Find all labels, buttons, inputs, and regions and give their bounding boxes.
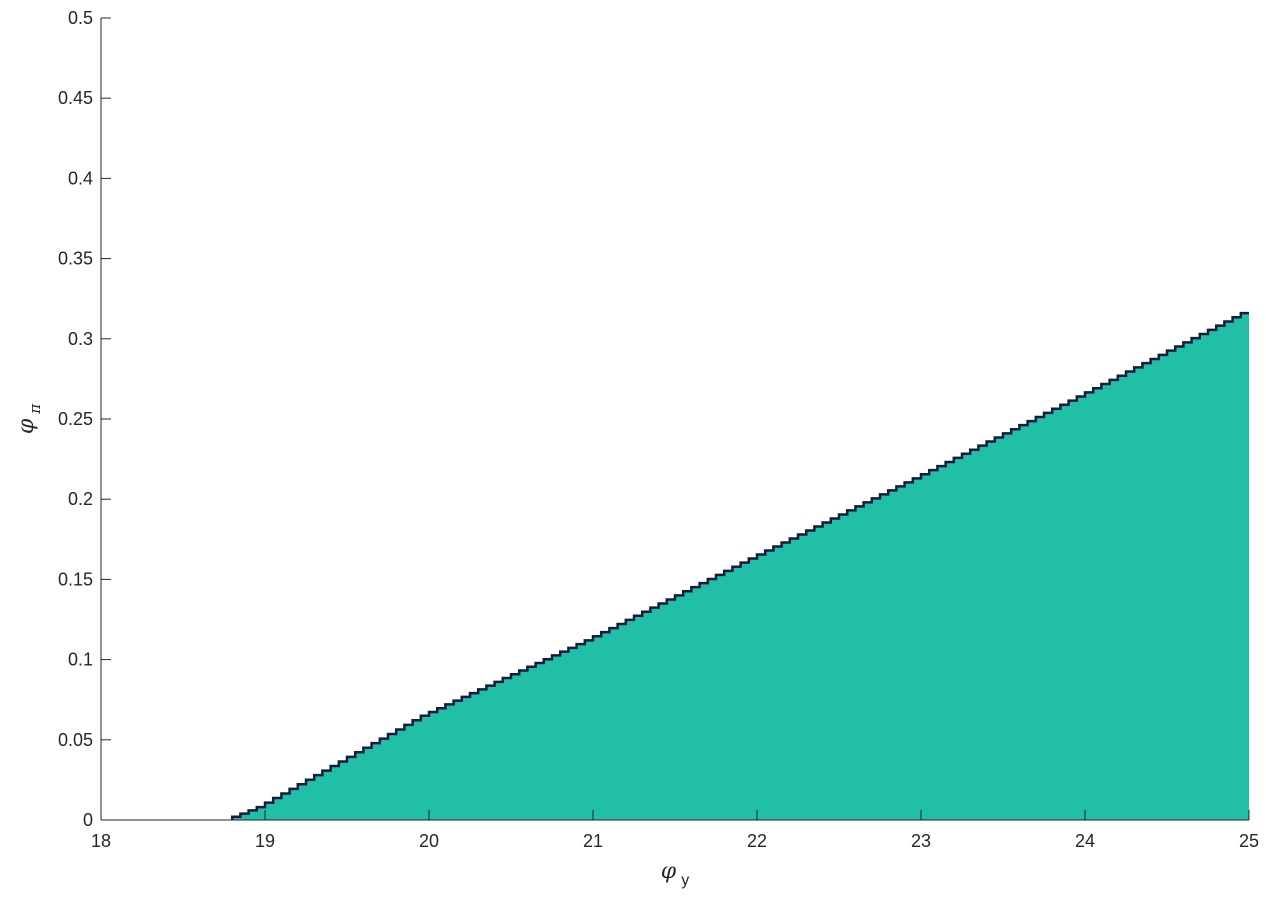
x-axis-label-subscript: y	[681, 872, 689, 889]
x-tick-label: 25	[1239, 831, 1259, 851]
y-tick-label: 0.3	[68, 329, 93, 349]
x-tick-label: 18	[91, 831, 111, 851]
y-tick-label: 0.2	[68, 489, 93, 509]
y-axis-ticks: 0 0.05 0.1 0.15 0.2 0.25 0.3 0.35 0.4 0.45 0.5	[58, 8, 111, 830]
x-tick-label: 21	[583, 831, 603, 851]
y-axis-label-symbol: φ	[14, 418, 39, 434]
x-axis-label: φ y	[661, 859, 690, 889]
y-tick-label: 0.5	[68, 8, 93, 28]
y-tick-label: 0.05	[58, 730, 93, 750]
y-tick-label: 0.35	[58, 249, 93, 269]
x-axis-label-symbol: φ	[661, 859, 677, 884]
x-tick-label: 19	[255, 831, 275, 851]
y-axis-label: φ π	[14, 403, 44, 435]
y-axis-label-subscript: π	[26, 403, 44, 415]
plot-area	[230, 311, 1249, 820]
y-tick-label: 0.1	[68, 650, 93, 670]
y-tick-label: 0.4	[68, 168, 93, 188]
x-tick-label: 22	[747, 831, 767, 851]
y-tick-label: 0.25	[58, 409, 93, 429]
y-tick-label: 0	[83, 810, 93, 830]
x-tick-label: 24	[1075, 831, 1095, 851]
y-tick-label: 0.45	[58, 88, 93, 108]
x-tick-label: 23	[911, 831, 931, 851]
stable-region-boundary	[230, 311, 1249, 820]
x-axis-ticks: 18 19 20 21 22 23 24 25	[91, 810, 1259, 851]
y-tick-label: 0.15	[58, 569, 93, 589]
x-tick-label: 20	[419, 831, 439, 851]
